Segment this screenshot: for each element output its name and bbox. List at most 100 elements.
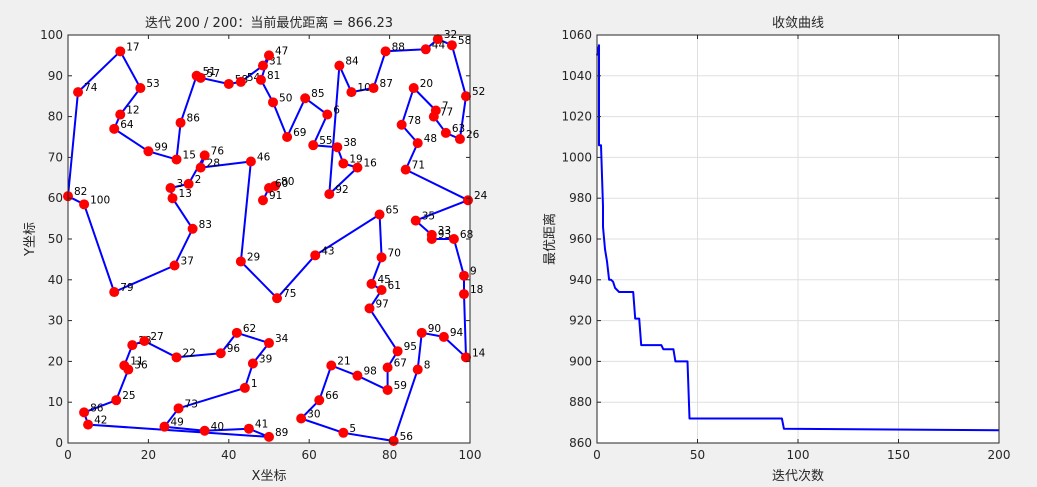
city-point: [382, 362, 393, 373]
city-label: 10: [357, 82, 370, 94]
tsp-x-tick-label: 100: [459, 448, 482, 462]
city-point: [382, 384, 393, 395]
city-point: [332, 142, 343, 153]
city-point: [247, 358, 258, 369]
city-point: [79, 199, 90, 210]
city-point: [410, 215, 421, 226]
city-label: 62: [243, 323, 256, 335]
conv-y-tick-label: 1060: [561, 28, 592, 42]
city-label: 53: [146, 78, 159, 90]
city-point: [308, 140, 319, 151]
city-label: 89: [275, 427, 288, 439]
city-label: 76: [211, 145, 225, 157]
tsp-x-tick-label: 20: [141, 448, 156, 462]
city-point: [408, 83, 419, 94]
conv-grid: [597, 35, 999, 443]
tsp-y-tick-label: 20: [48, 354, 63, 368]
city-point: [446, 40, 457, 51]
city-point: [264, 183, 274, 193]
tsp-y-tick-label: 10: [48, 395, 63, 409]
city-point: [235, 76, 246, 87]
conv-ticks: 0 50 100 150 200 860 880 900 920 940 960 980 1000 102…: [561, 28, 1010, 462]
conv-x-tick-label: 150: [887, 448, 910, 462]
city-label: 16: [363, 158, 377, 170]
city-label: 49: [170, 417, 183, 429]
city-point: [235, 256, 246, 267]
city-label: 86: [90, 402, 104, 414]
conv-ylabel: 最优距离: [542, 213, 558, 265]
city-label: 30: [307, 409, 320, 421]
city-label: 100: [90, 194, 110, 206]
conv-title: 收敛曲线: [772, 15, 824, 31]
city-point: [460, 352, 471, 363]
tsp-y-tick-label: 80: [48, 110, 63, 124]
city-label: 3: [177, 178, 184, 190]
city-label: 95: [404, 341, 417, 353]
city-label: 59: [394, 380, 407, 392]
conv-x-tick-label: 200: [988, 448, 1011, 462]
city-label: 36: [134, 360, 148, 372]
city-point: [109, 123, 120, 134]
city-point: [440, 127, 451, 138]
tsp-x-tick-label: 60: [302, 448, 317, 462]
city-label: 41: [255, 419, 268, 431]
city-point: [109, 287, 120, 298]
city-point: [462, 195, 473, 206]
city-label: 87: [380, 78, 393, 90]
city-point: [352, 162, 363, 173]
tsp-y-tick-label: 0: [55, 436, 63, 450]
city-label: 1: [251, 378, 258, 390]
tsp-x-tick-label: 40: [221, 448, 236, 462]
city-label: 56: [400, 431, 414, 443]
city-point: [352, 370, 363, 381]
city-point: [231, 327, 242, 338]
city-label: 65: [386, 205, 399, 217]
city-point: [412, 364, 423, 375]
city-point: [115, 109, 126, 120]
city-label: 26: [466, 129, 480, 141]
conv-xlabel: 迭代次数: [772, 468, 824, 484]
conv-x-tick-label: 0: [593, 448, 601, 462]
tsp-y-tick-label: 50: [48, 232, 63, 246]
conv-y-tick-label: 1040: [561, 69, 592, 83]
city-label: 29: [247, 251, 260, 263]
tsp-y-tick-label: 60: [48, 191, 63, 205]
city-point: [374, 209, 385, 220]
city-label: 92: [335, 184, 348, 196]
city-label: 82: [74, 186, 87, 198]
tsp-title: 迭代 200 / 200：当前最优距离 = 866.23: [145, 15, 393, 31]
city-label: 83: [199, 219, 212, 231]
city-point: [426, 234, 437, 244]
city-label: 17: [126, 41, 139, 53]
city-label: 79: [120, 282, 133, 294]
tsp-x-tick-label: 0: [64, 448, 72, 462]
city-label: 58: [458, 35, 471, 47]
city-point: [223, 78, 234, 89]
city-point: [416, 327, 427, 338]
city-label: 43: [321, 245, 334, 257]
city-point: [195, 162, 206, 173]
city-point: [215, 348, 226, 359]
tsp-y-tick-label: 100: [40, 28, 63, 42]
city-point: [380, 46, 391, 57]
city-point: [173, 403, 184, 414]
city-point: [115, 46, 126, 57]
city-point: [264, 338, 274, 349]
city-label: 84: [345, 56, 359, 68]
city-point: [420, 44, 431, 55]
city-label: 60: [275, 178, 288, 190]
city-label: 11: [130, 355, 143, 367]
city-label: 78: [408, 115, 421, 127]
city-point: [245, 156, 256, 167]
city-label: 73: [185, 398, 198, 410]
tsp-y-tick-label: 30: [48, 314, 63, 328]
city-label: 50: [279, 92, 292, 104]
city-point: [239, 382, 250, 393]
city-point: [171, 352, 182, 363]
city-label: 35: [422, 211, 435, 223]
city-label: 97: [376, 298, 389, 310]
city-label: 81: [267, 70, 280, 82]
city-point: [195, 72, 206, 83]
